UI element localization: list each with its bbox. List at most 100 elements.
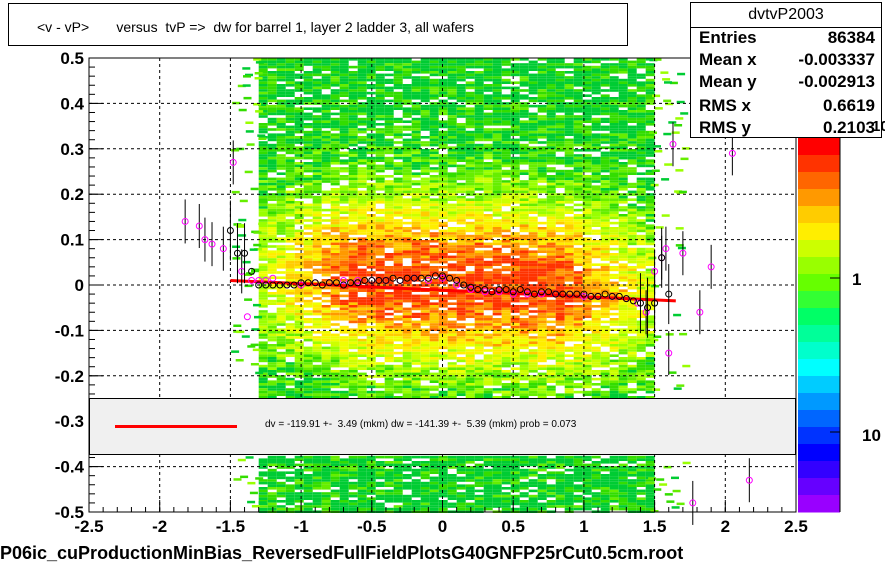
- heatmap-cell: [411, 344, 421, 347]
- heatmap-cell: [510, 305, 520, 308]
- heatmap-cell: [411, 385, 421, 389]
- heatmap-cell: [411, 474, 421, 477]
- heatmap-cell: [492, 159, 502, 162]
- heatmap-cell: [420, 320, 430, 324]
- heatmap-cell: [582, 143, 592, 147]
- heatmap-cell: [393, 463, 403, 467]
- heatmap-cell: [312, 195, 322, 199]
- heatmap-cell: [510, 188, 520, 191]
- heatmap-cell: [537, 461, 547, 464]
- heatmap-cell: [375, 60, 385, 64]
- heatmap-cell: [465, 385, 475, 389]
- heatmap-cell: [510, 208, 520, 212]
- heatmap-cell: [276, 320, 286, 324]
- heatmap-cell: [528, 136, 538, 139]
- heatmap-cell: [474, 476, 484, 480]
- heatmap-cell: [339, 476, 349, 480]
- heatmap-cell: [564, 149, 574, 152]
- heatmap-cell: [330, 461, 340, 464]
- heatmap-cell: [492, 336, 502, 339]
- heatmap-cell: [321, 177, 331, 181]
- heatmap-cell: [456, 73, 466, 77]
- heatmap-cell: [429, 250, 439, 253]
- heatmap-cell: [420, 463, 430, 467]
- heatmap-cell: [501, 133, 511, 136]
- heatmap-cell: [528, 385, 538, 389]
- heatmap-cell: [375, 193, 385, 196]
- heatmap-cell: [267, 507, 277, 511]
- heatmap-cell: [528, 351, 538, 355]
- heatmap-cell: [474, 182, 484, 186]
- heatmap-cell: [528, 250, 538, 253]
- heatmap-cell: [546, 110, 556, 113]
- heatmap-cell: [402, 156, 412, 160]
- heatmap-cell: [411, 219, 421, 222]
- heatmap-cell: [348, 188, 358, 191]
- heatmap-cell: [402, 128, 412, 131]
- heatmap-cell: [519, 219, 529, 222]
- heatmap-cell: [510, 328, 520, 331]
- heatmap-cell: [501, 224, 511, 227]
- heatmap-cell: [294, 260, 304, 264]
- heatmap-cell: [564, 242, 574, 246]
- heatmap-cell: [420, 242, 430, 246]
- heatmap-cell: [375, 133, 385, 136]
- heatmap-cell: [402, 242, 412, 246]
- heatmap-cell: [294, 60, 304, 64]
- heatmap-cell: [321, 214, 331, 217]
- heatmap-cell: [312, 60, 322, 64]
- heatmap-cell: [573, 346, 583, 350]
- heatmap-cell: [573, 208, 583, 212]
- heatmap-cell: [447, 341, 457, 344]
- heatmap-cell: [402, 333, 412, 337]
- heatmap-cell: [429, 81, 439, 84]
- heatmap-cell: [357, 331, 367, 334]
- heatmap-cell: [582, 390, 592, 394]
- heatmap-cell: [573, 377, 583, 381]
- heatmap-cell: [303, 112, 313, 116]
- heatmap-cell: [348, 255, 358, 259]
- heatmap-cell: [339, 117, 349, 121]
- heatmap-cell: [429, 110, 439, 113]
- heatmap-cell: [276, 188, 286, 191]
- heatmap-cell: [483, 497, 493, 500]
- heatmap-cell: [555, 234, 565, 238]
- heatmap-cell: [384, 346, 394, 350]
- heatmap-cell: [339, 250, 349, 253]
- heatmap-cell: [267, 271, 277, 274]
- heatmap-cell: [510, 318, 520, 321]
- heatmap-cell: [402, 198, 412, 201]
- heatmap-cell: [303, 146, 313, 149]
- heatmap-cell: [393, 185, 403, 188]
- heatmap-cell: [285, 164, 295, 168]
- heatmap-cell: [267, 492, 277, 495]
- heatmap-cell: [339, 344, 349, 347]
- heatmap-cell: [258, 255, 268, 259]
- heatmap-cell: [285, 370, 295, 373]
- heatmap-cell: [366, 78, 376, 82]
- heatmap-cell: [303, 505, 313, 508]
- heatmap-cell: [375, 258, 385, 261]
- heatmap-cell: [321, 286, 331, 290]
- heatmap-cell: [393, 292, 403, 295]
- heatmap-cell: [429, 143, 439, 147]
- heatmap-cell: [456, 128, 466, 131]
- heatmap-cell: [519, 208, 529, 212]
- heatmap-cell: [528, 234, 538, 238]
- heatmap-cell: [474, 221, 484, 225]
- heatmap-cell: [276, 380, 286, 383]
- heatmap-cell: [375, 156, 385, 160]
- heatmap-cell: [465, 60, 475, 64]
- heatmap-cell: [582, 78, 592, 82]
- heatmap-cell: [582, 359, 592, 363]
- heatmap-cell: [411, 120, 421, 123]
- heatmap-cell: [465, 323, 475, 326]
- heatmap-cell: [555, 169, 565, 173]
- heatmap-cell: [555, 58, 565, 61]
- heatmap-cell: [492, 182, 502, 186]
- heatmap-cell: [384, 351, 394, 355]
- heatmap-cell: [330, 99, 340, 103]
- heatmap-cell: [438, 393, 448, 396]
- heatmap-cell: [420, 149, 430, 152]
- heatmap-cell: [465, 182, 475, 186]
